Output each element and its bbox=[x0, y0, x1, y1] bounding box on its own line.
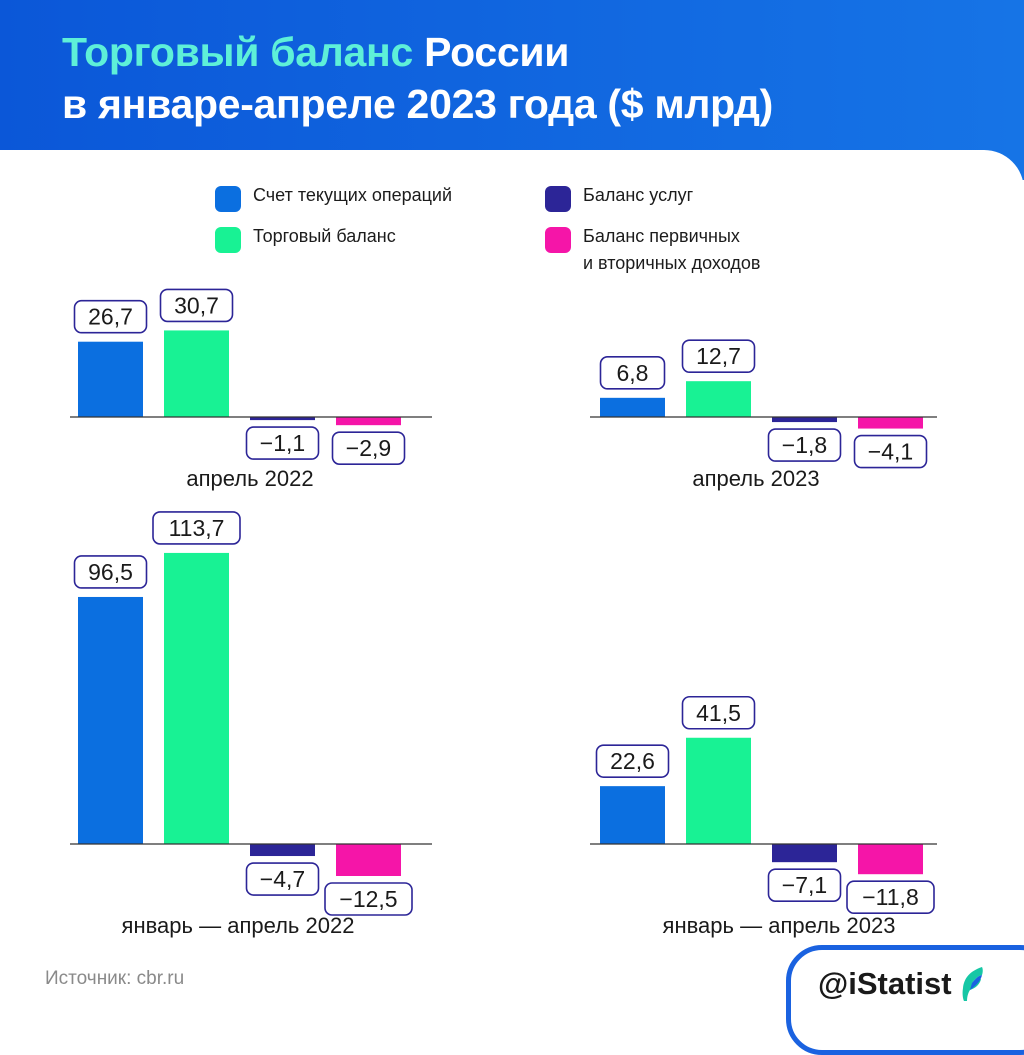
legend-item-trade: Торговый баланс bbox=[215, 226, 396, 253]
chart-title: апрель 2022 bbox=[186, 466, 313, 491]
title-line2: в январе-апреле 2023 года ($ млрд) bbox=[62, 81, 773, 127]
data-label: 22,6 bbox=[610, 748, 655, 774]
data-label: −4,1 bbox=[868, 439, 913, 465]
data-label: 113,7 bbox=[169, 515, 225, 541]
legend-item-services: Баланс услуг bbox=[545, 185, 693, 212]
legend-label: Баланс услуг bbox=[583, 185, 694, 205]
legend: Счет текущих операций Баланс услуг Торго… bbox=[0, 150, 1024, 280]
source-note: Источник: cbr.ru bbox=[45, 968, 185, 989]
bar bbox=[858, 417, 923, 429]
data-label-box bbox=[595, 744, 670, 778]
data-label: 12,7 bbox=[696, 343, 741, 369]
bar bbox=[600, 397, 665, 417]
bar bbox=[164, 552, 229, 844]
data-label: −2,9 bbox=[346, 435, 391, 461]
data-label-box bbox=[152, 511, 241, 545]
title-accent: Торговый баланс bbox=[62, 29, 413, 75]
bar bbox=[78, 596, 143, 844]
legend-label: Торговый баланс bbox=[253, 226, 396, 246]
data-label: −11,8 bbox=[862, 884, 919, 910]
data-label: −1,1 bbox=[260, 430, 305, 456]
chart-title: январь — апрель 2022 bbox=[122, 913, 355, 938]
legend-item-income: Баланс первичных и вторичных доходов bbox=[545, 226, 760, 277]
legend-label: Баланс первичных и вторичных доходов bbox=[583, 226, 761, 273]
data-label-box bbox=[767, 868, 842, 902]
chart-title: январь — апрель 2023 bbox=[663, 913, 896, 938]
bar bbox=[600, 786, 665, 844]
data-label-box bbox=[73, 299, 148, 334]
chart-panel: 26,7 30,7 −1,1 −2,9 апрель 2022 bbox=[70, 288, 432, 491]
bar bbox=[164, 330, 229, 417]
data-label: 26,7 bbox=[88, 304, 133, 330]
data-label: 41,5 bbox=[696, 700, 741, 726]
legend-swatch bbox=[545, 186, 571, 212]
bar bbox=[250, 844, 315, 857]
page-title: Торговый баланс России в январе-апреле 20… bbox=[62, 26, 773, 130]
data-label-box bbox=[599, 356, 666, 390]
title-country: России bbox=[413, 29, 570, 75]
data-label: −4,7 bbox=[260, 866, 305, 892]
brand-logo: @iStatist bbox=[818, 966, 986, 1002]
legend-swatch bbox=[215, 227, 241, 253]
data-label: 30,7 bbox=[174, 292, 219, 318]
bar bbox=[772, 844, 837, 863]
data-label-box bbox=[245, 862, 320, 896]
data-label-box bbox=[681, 695, 756, 730]
data-label: −12,5 bbox=[339, 886, 397, 912]
brand-name: @iStatist bbox=[818, 966, 952, 1001]
bar bbox=[772, 417, 837, 423]
data-label-box bbox=[853, 434, 928, 469]
legend-item-current-account: Счет текущих операций bbox=[215, 185, 452, 212]
data-label-box bbox=[767, 428, 842, 462]
data-label-box bbox=[331, 431, 406, 465]
data-label: 6,8 bbox=[617, 360, 649, 386]
legend-label: Счет текущих операций bbox=[253, 185, 453, 205]
legend-swatch bbox=[545, 227, 571, 253]
data-label-box bbox=[324, 882, 413, 916]
data-label-box bbox=[846, 880, 935, 915]
legend-swatch bbox=[215, 186, 241, 212]
data-label-box bbox=[245, 426, 320, 460]
chart-panel: 6,8 12,7 −1,8 −4,1 апрель 2023 bbox=[590, 339, 937, 491]
data-label-box bbox=[73, 555, 148, 589]
bar bbox=[686, 737, 751, 844]
feather-icon bbox=[962, 967, 983, 1001]
bar bbox=[858, 844, 923, 875]
bar bbox=[336, 417, 401, 426]
bar bbox=[78, 341, 143, 417]
data-label: 96,5 bbox=[88, 559, 133, 585]
bar-charts: 26,7 30,7 −1,1 −2,9 апрель 2022 6,8 12,7 −1,8 −4… bbox=[70, 288, 937, 938]
bar bbox=[686, 381, 751, 417]
chart-title: апрель 2023 bbox=[692, 466, 819, 491]
chart-panel: 22,6 41,5 −7,1 −11,8 январь — апрель 2023 bbox=[590, 695, 937, 938]
data-label: −1,8 bbox=[782, 432, 827, 458]
data-label: −7,1 bbox=[782, 872, 827, 898]
data-label-box bbox=[159, 288, 234, 323]
data-label-box bbox=[681, 339, 756, 373]
bar bbox=[336, 844, 401, 876]
bar bbox=[250, 417, 315, 421]
